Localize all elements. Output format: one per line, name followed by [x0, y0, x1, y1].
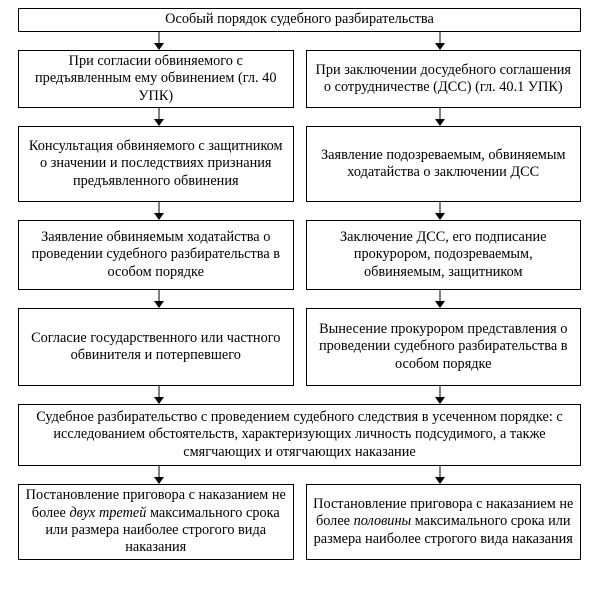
- flowchart-root: Особый порядок судебного разбирательства…: [0, 0, 599, 560]
- arrow-down-icon: [433, 290, 447, 308]
- arrow-down-icon: [152, 32, 166, 50]
- arrow-title-split: [18, 32, 581, 50]
- arrow-down-icon: [433, 386, 447, 404]
- arrow-down-icon: [152, 290, 166, 308]
- node-left-6: Постановление приговора с наказанием не …: [18, 484, 294, 560]
- arrow-down-icon: [152, 466, 166, 484]
- arrow-down-icon: [433, 32, 447, 50]
- node-left-3-text: Заявление обвиняемым ходатайства о прове…: [25, 229, 287, 281]
- arrow-row-2: [18, 202, 581, 220]
- arrow-down-icon: [152, 386, 166, 404]
- node-left-1-text: При согласии обвиняемого с предъявленным…: [25, 53, 287, 105]
- node-left-6-text: Постановление приговора с наказанием не …: [25, 487, 287, 557]
- row-2: Консультация обвиняемого с защитником о …: [18, 126, 581, 202]
- node-right-6: Постановление приговора с наказанием не …: [306, 484, 582, 560]
- node-right-6-text: Постановление приговора с наказанием не …: [313, 496, 575, 548]
- node-left-4-text: Согласие государственного или частного о…: [25, 330, 287, 365]
- node-right-1: При заключении досудебного соглашения о …: [306, 50, 582, 108]
- arrow-down-icon: [152, 108, 166, 126]
- arrow-down-icon: [433, 466, 447, 484]
- row-4: Согласие государственного или частного о…: [18, 308, 581, 386]
- row-1: При согласии обвиняемого с предъявленным…: [18, 50, 581, 108]
- node-right-1-text: При заключении досудебного соглашения о …: [313, 62, 575, 97]
- node-title: Особый порядок судебного разбирательства: [18, 8, 581, 32]
- row-6: Постановление приговора с наказанием не …: [18, 484, 581, 560]
- node-left-1: При согласии обвиняемого с предъявленным…: [18, 50, 294, 108]
- node-left-3: Заявление обвиняемым ходатайства о прове…: [18, 220, 294, 290]
- node-right-4: Вынесение прокурором представления о про…: [306, 308, 582, 386]
- node-right-3-text: Заключение ДСС, его подписание прокуроро…: [313, 229, 575, 281]
- node-merged-text: Судебное разбирательство с проведением с…: [25, 409, 574, 461]
- arrow-merge: [18, 386, 581, 404]
- node-right-4-text: Вынесение прокурором представления о про…: [313, 321, 575, 373]
- node-right-3: Заключение ДСС, его подписание прокуроро…: [306, 220, 582, 290]
- node-right-2-text: Заявление подозреваемым, обвиняемым хода…: [313, 147, 575, 182]
- arrow-down-icon: [433, 108, 447, 126]
- arrow-merged-split: [18, 466, 581, 484]
- node-left-2: Консультация обвиняемого с защитником о …: [18, 126, 294, 202]
- node-left-2-text: Консультация обвиняемого с защитником о …: [25, 138, 287, 190]
- row-3: Заявление обвиняемым ходатайства о прове…: [18, 220, 581, 290]
- node-title-text: Особый порядок судебного разбирательства: [165, 11, 434, 28]
- node-right-2: Заявление подозреваемым, обвиняемым хода…: [306, 126, 582, 202]
- node-left-4: Согласие государственного или частного о…: [18, 308, 294, 386]
- node-merged: Судебное разбирательство с проведением с…: [18, 404, 581, 466]
- arrow-row-1: [18, 108, 581, 126]
- arrow-down-icon: [152, 202, 166, 220]
- arrow-down-icon: [433, 202, 447, 220]
- arrow-row-3: [18, 290, 581, 308]
